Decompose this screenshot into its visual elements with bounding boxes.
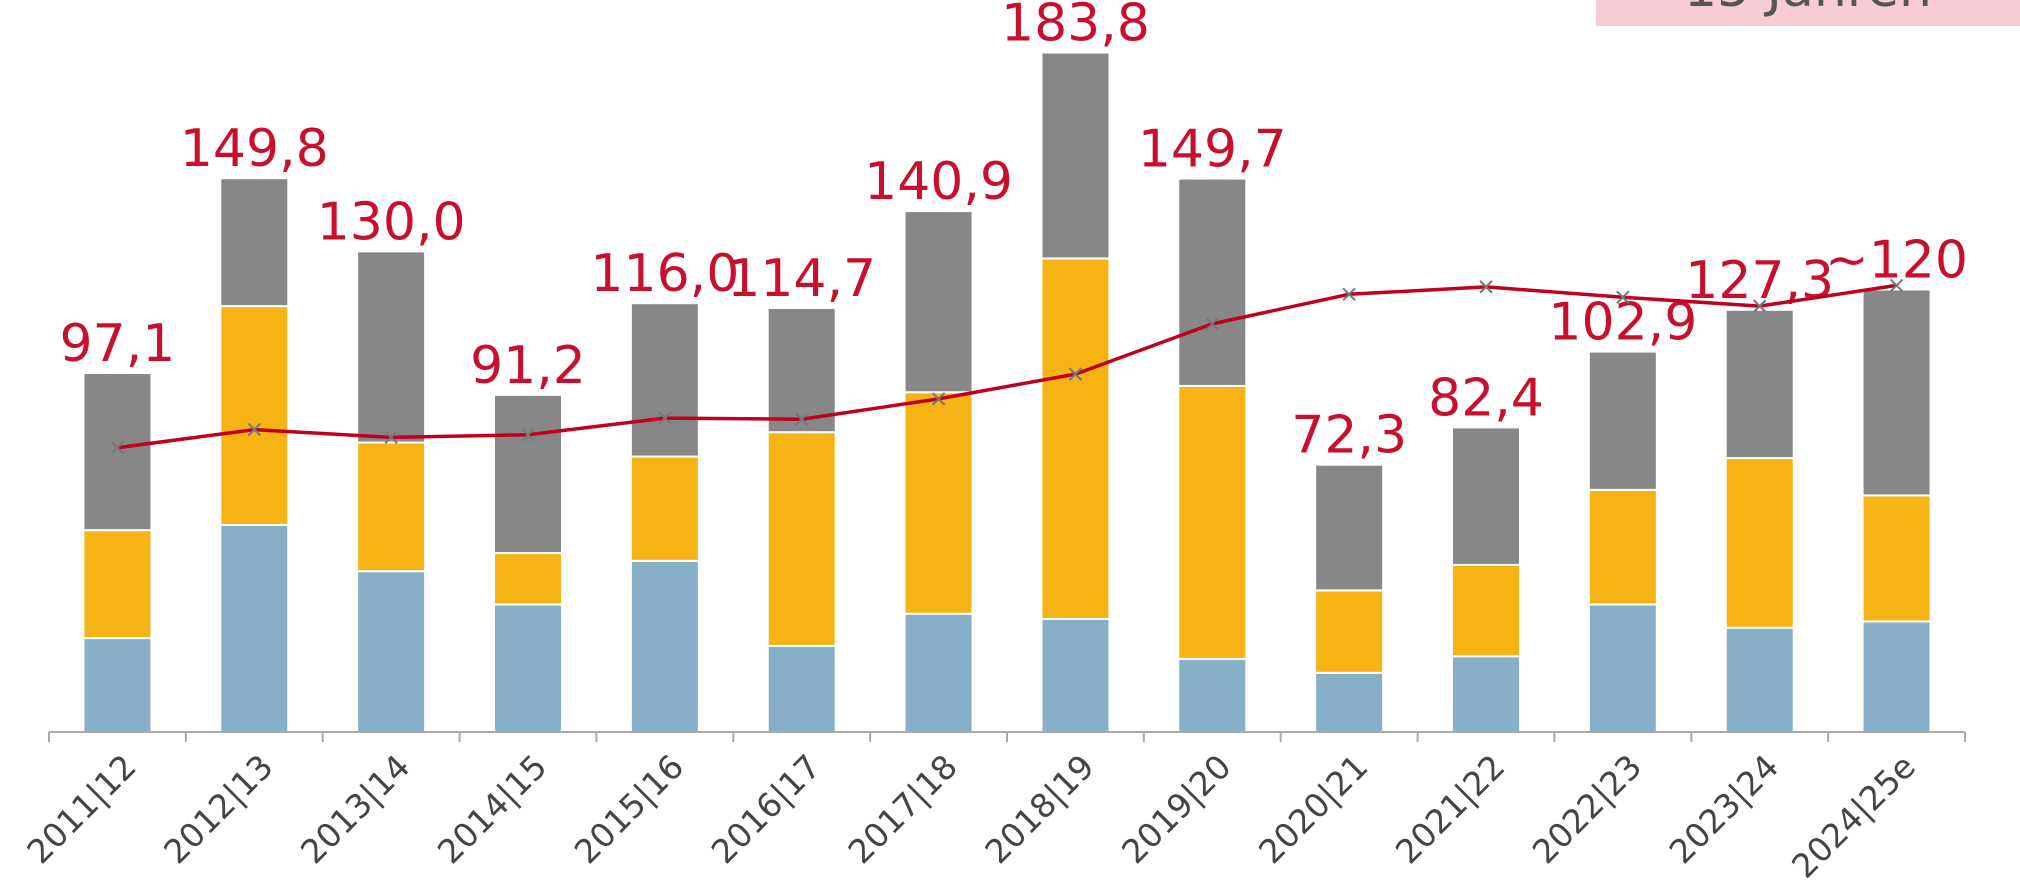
bar-segment xyxy=(629,455,700,562)
bar-segment xyxy=(1177,657,1248,733)
line-marker xyxy=(1753,299,1767,313)
bar-segment xyxy=(493,552,563,606)
value-label: 102,9 xyxy=(1548,293,1697,353)
bar-segment xyxy=(766,644,837,733)
value-label: 114,7 xyxy=(727,249,876,309)
x-tick-label: 2022|23 xyxy=(1525,747,1650,872)
bar-segment xyxy=(1587,488,1658,606)
bar-segment xyxy=(1587,350,1658,491)
bar-segment xyxy=(903,612,974,733)
bar-segment xyxy=(766,306,837,434)
line-marker xyxy=(521,428,535,442)
bar-segment xyxy=(1314,671,1385,734)
x-tick-label: 2024|25e xyxy=(1784,747,1923,886)
x-tick-label: 2013|14 xyxy=(293,747,418,872)
bar-segment xyxy=(1177,384,1248,660)
bar-segment xyxy=(82,372,153,532)
value-label: 183,8 xyxy=(1001,0,1150,53)
badge-text: 15 Jahren xyxy=(1684,0,1932,19)
bar-segment xyxy=(219,177,290,308)
bar-segment xyxy=(1177,177,1248,387)
line-marker xyxy=(1616,290,1630,304)
line-marker xyxy=(1342,287,1356,301)
bar-segment xyxy=(1451,563,1521,658)
bar-segment xyxy=(219,523,290,734)
bar-segment xyxy=(356,570,427,733)
bar-segment xyxy=(356,441,427,573)
bar-segment xyxy=(629,559,700,734)
value-label: 91,2 xyxy=(470,336,586,396)
bar-segment xyxy=(356,250,427,444)
bar-segment xyxy=(1040,617,1111,734)
x-tick-label: 2020|21 xyxy=(1251,747,1376,872)
bar-segment xyxy=(82,637,153,734)
bar-segment xyxy=(629,302,700,458)
line-marker xyxy=(1479,280,1493,294)
bar-segment xyxy=(1724,308,1795,460)
bar-segment xyxy=(903,210,974,394)
average-line xyxy=(117,283,1897,450)
x-tick-label: 2018|19 xyxy=(977,747,1102,872)
x-tick-label: 2011|12 xyxy=(19,747,144,872)
bar-segment xyxy=(1040,257,1111,620)
x-tick-label: 2019|20 xyxy=(1114,747,1239,872)
bar-segment xyxy=(1314,589,1385,674)
line-marker xyxy=(1205,317,1219,331)
bar-segment xyxy=(1040,51,1111,260)
line-marker xyxy=(247,422,261,437)
bar-segment xyxy=(1861,620,1932,734)
x-tick-label: 2015|16 xyxy=(567,747,692,872)
value-label: 72,3 xyxy=(1291,406,1407,466)
value-label: 149,8 xyxy=(180,119,329,179)
badge-box xyxy=(1596,0,2020,26)
bar-segment xyxy=(1861,494,1932,623)
x-tick-label: 2021|22 xyxy=(1388,747,1513,872)
line-marker xyxy=(658,411,672,425)
value-label: ~120 xyxy=(1825,230,1968,290)
value-label: 116,0 xyxy=(590,244,739,304)
bar-segment xyxy=(493,603,563,733)
x-tick-label: 2012|13 xyxy=(156,747,281,872)
bar-segment xyxy=(82,529,153,640)
bar-segment xyxy=(493,393,563,555)
x-tick-label: 2023|24 xyxy=(1662,747,1787,872)
bar-segment xyxy=(1724,626,1795,734)
line-marker xyxy=(1889,278,1904,293)
bar-segment xyxy=(219,305,290,526)
bar-segment xyxy=(1451,655,1521,733)
bar-segment xyxy=(1587,603,1658,733)
line-marker xyxy=(1068,367,1083,381)
value-label: 82,4 xyxy=(1428,368,1544,428)
x-tick-label: 2014|15 xyxy=(430,747,555,872)
bar-segment xyxy=(766,431,837,647)
line-marker xyxy=(931,392,946,406)
bar-segment xyxy=(1314,463,1385,592)
value-label: 149,7 xyxy=(1138,120,1287,180)
bar-segment xyxy=(1724,457,1795,629)
line-marker xyxy=(384,430,398,445)
value-label: 97,1 xyxy=(60,314,176,374)
value-label: 130,0 xyxy=(317,192,466,252)
value-label: 127,3 xyxy=(1685,251,1834,311)
bar-segment xyxy=(1861,288,1932,497)
x-tick-label: 2017|18 xyxy=(840,747,965,872)
value-label: 140,9 xyxy=(864,152,1013,212)
line-marker xyxy=(795,412,809,426)
bar-segment xyxy=(1451,426,1521,566)
line-marker xyxy=(110,440,125,455)
bar-segment xyxy=(903,391,974,615)
x-tick-label: 2016|17 xyxy=(704,747,829,872)
